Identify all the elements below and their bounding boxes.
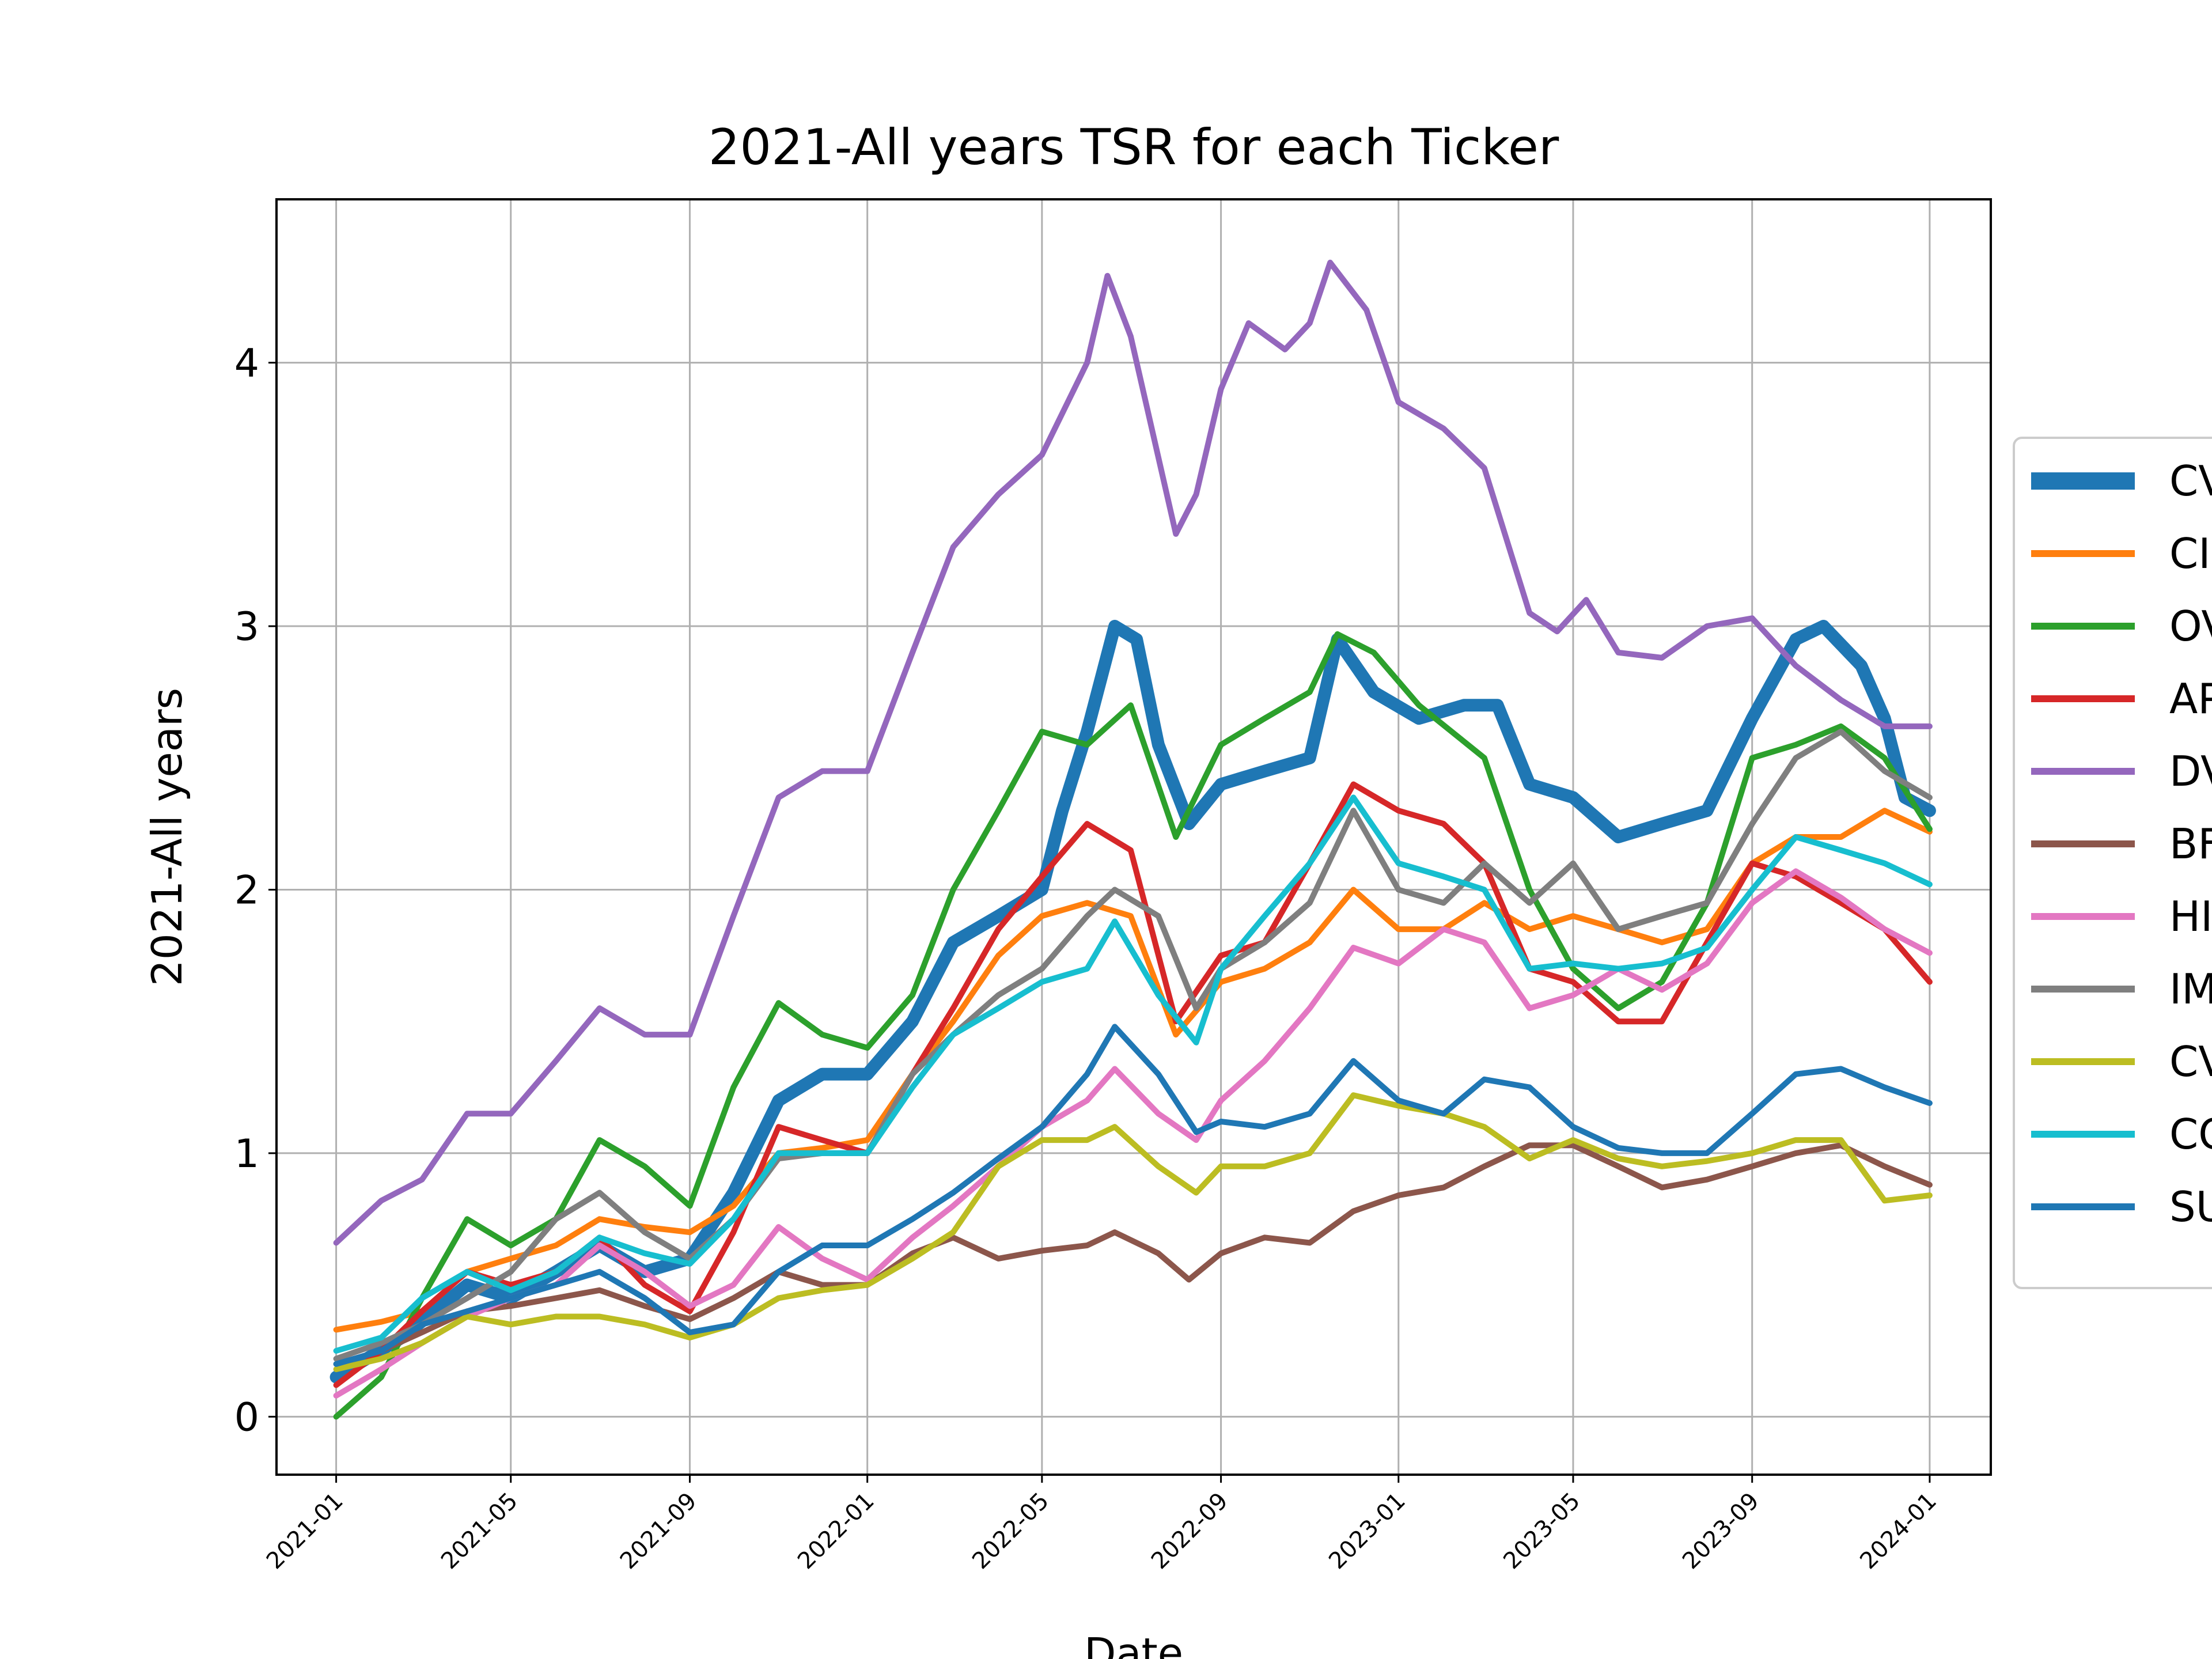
- series-line-3: [333, 631, 1933, 1420]
- series-line-7: [333, 868, 1933, 1399]
- legend: CV CI OV AP DV BF HI IM CV CO SU: [2013, 437, 2212, 1289]
- legend-label: CV: [2169, 1037, 2212, 1086]
- x-axis-label: Date: [1084, 1629, 1183, 1659]
- legend-label: AP: [2169, 675, 2212, 723]
- series-line-5: [333, 259, 1933, 1246]
- y-tick-label: 1: [234, 1131, 259, 1177]
- y-tick-label: 3: [234, 604, 259, 650]
- legend-label: SU: [2169, 1183, 2212, 1231]
- series-line-9: [333, 1092, 1933, 1372]
- legend-label: BF: [2169, 820, 2212, 868]
- legend-box: [2013, 437, 2212, 1289]
- series-line-10: [333, 794, 1933, 1354]
- legend-label: IM: [2169, 965, 2212, 1013]
- plot-frame: [275, 198, 1992, 1476]
- chart-title: 2021-All years TSR for each Ticker: [709, 119, 1559, 176]
- series-line-2: [333, 808, 1933, 1333]
- legend-label: DV: [2169, 747, 2212, 796]
- legend-label: CV: [2169, 457, 2212, 505]
- series-line-11: [333, 1024, 1933, 1367]
- series-lines: [329, 259, 1936, 1420]
- legend-label: CO: [2169, 1110, 2212, 1158]
- y-tick-label: 4: [234, 341, 259, 387]
- y-tick-label: 0: [234, 1395, 259, 1440]
- legend-label: HI: [2169, 892, 2212, 941]
- y-tick-label: 2: [234, 868, 259, 913]
- legend-label: OV: [2169, 602, 2212, 650]
- y-axis-label: 2021-All years: [143, 688, 191, 986]
- series-line-6: [333, 1142, 1933, 1367]
- series-line-8: [333, 729, 1933, 1362]
- legend-label: CI: [2169, 529, 2211, 578]
